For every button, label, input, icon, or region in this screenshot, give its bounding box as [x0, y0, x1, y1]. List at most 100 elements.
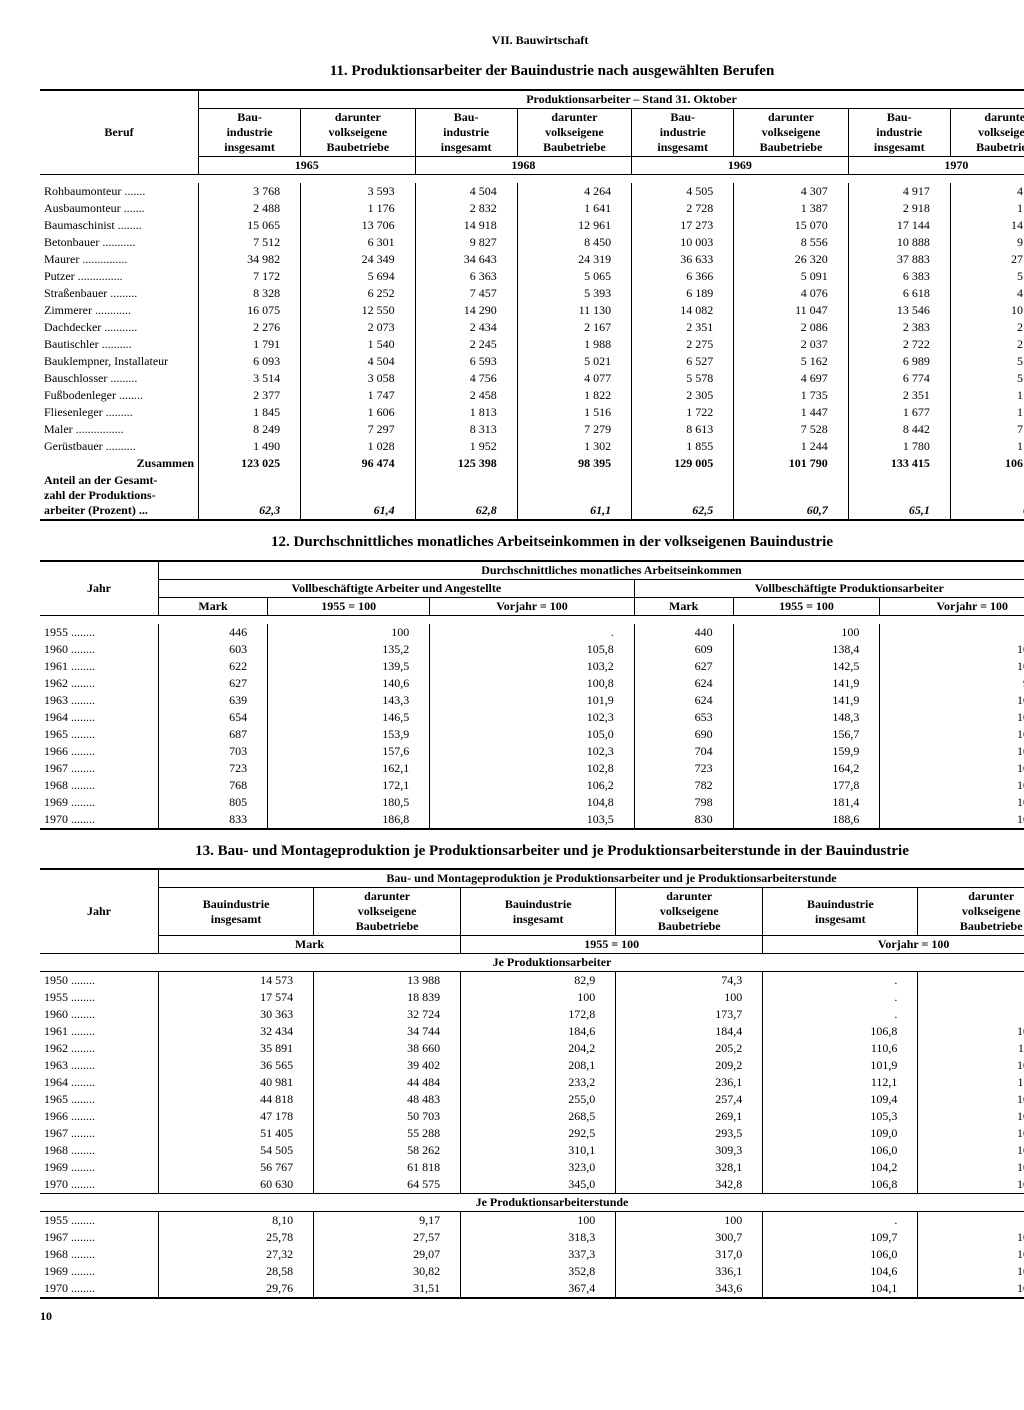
t13-sub-b: darunter volkseigene Baubetriebe [918, 888, 1024, 936]
cell: 153,9 [268, 726, 430, 743]
t12-col: Mark [159, 597, 268, 615]
cell: 653 [634, 709, 733, 726]
section-label: VII. Bauwirtschaft [492, 33, 589, 48]
cell: 7 172 [199, 268, 301, 285]
cell: 5 780 [950, 370, 1024, 387]
cell: 104,6 [763, 1263, 918, 1280]
cell: 102,0 [880, 743, 1024, 760]
cell: 1 822 [517, 387, 631, 404]
cell: 100,8 [430, 675, 634, 692]
cell: 8 450 [517, 234, 631, 251]
cell: 14 918 [415, 217, 517, 234]
cell: 62,8 [415, 472, 517, 520]
cell: 5 162 [734, 353, 848, 370]
super-header-11: Produktionsarbeiter – Stand 31. Oktober [199, 90, 1024, 109]
cell: 6 093 [199, 353, 301, 370]
t11-sub-a: Bau- industrie insgesamt [199, 108, 301, 156]
cell: 99,5 [880, 675, 1024, 692]
row-label: 1955 ........ [40, 624, 159, 641]
cell: 7 297 [301, 421, 415, 438]
row-label: 1965 ........ [40, 726, 159, 743]
cell: 37 883 [848, 251, 950, 268]
cell: 62,5 [632, 472, 734, 520]
table-row: 1966 ........47 17850 703268,5269,1105,3… [40, 1108, 1024, 1125]
cell: 269,1 [616, 1108, 763, 1125]
cell: 100 [268, 624, 430, 641]
cell: 1 722 [632, 404, 734, 421]
table-row: 1968 ........54 50558 262310,1309,3106,0… [40, 1142, 1024, 1159]
cell: 103,5 [430, 811, 634, 829]
cell: 180,5 [268, 794, 430, 811]
cell: 51 405 [159, 1125, 314, 1142]
table-row: 1970 ........60 63064 575345,0342,8106,8… [40, 1176, 1024, 1194]
cell: 177,8 [733, 777, 880, 794]
row-label: 1967 ........ [40, 760, 159, 777]
cell: 723 [634, 760, 733, 777]
row-label: Straßenbauer ......... [40, 285, 199, 302]
cell: 112,9 [918, 1074, 1024, 1091]
cell: 40 981 [159, 1074, 314, 1091]
cell: 138,4 [733, 641, 880, 658]
cell: 1 244 [734, 438, 848, 455]
col-year-13: Jahr [40, 869, 159, 954]
cell: 268,5 [461, 1108, 616, 1125]
cell: 687 [159, 726, 268, 743]
table-row: 1961 ........622139,5103,2627142,5103,0 [40, 658, 1024, 675]
row-label: 1961 ........ [40, 1023, 159, 1040]
cell: 343,6 [616, 1280, 763, 1298]
group-a-12: Vollbeschäftigte Arbeiter und Angestellt… [159, 579, 635, 597]
table-row: Bauschlosser .........3 5143 0584 7564 0… [40, 370, 1024, 387]
t11-year: 1968 [415, 156, 632, 174]
cell: 337,3 [461, 1246, 616, 1263]
cell: 106 105 [950, 455, 1024, 472]
cell: 627 [159, 675, 268, 692]
cell: 61,1 [517, 472, 631, 520]
table-row: 1965 ........44 81848 483255,0257,4109,4… [40, 1091, 1024, 1108]
t12-col: Vorjahr = 100 [880, 597, 1024, 615]
cell: 367,4 [461, 1280, 616, 1298]
cell: 1 302 [517, 438, 631, 455]
table-row: Fußbodenleger ........2 3771 7472 4581 8… [40, 387, 1024, 404]
row-label: Baumaschinist ........ [40, 217, 199, 234]
table-row: 1967 ........25,7827,57318,3300,7109,710… [40, 1229, 1024, 1246]
table-row: 1966 ........703157,6102,3704159,9102,0 [40, 743, 1024, 760]
cell: 208,1 [461, 1057, 616, 1074]
row-label: 1969 ........ [40, 1159, 159, 1176]
row-label: 1955 ........ [40, 1212, 159, 1230]
cell: 833 [159, 811, 268, 829]
table-row: Maurer ...............34 98224 34934 643… [40, 251, 1024, 268]
cell: 603 [159, 641, 268, 658]
cell: 5 108 [950, 268, 1024, 285]
t13-sub-a: Bauindustrie insgesamt [159, 888, 314, 936]
cell: 10 643 [950, 302, 1024, 319]
cell: 292,5 [461, 1125, 616, 1142]
cell: 123 025 [199, 455, 301, 472]
cell: 101,9 [763, 1057, 918, 1074]
cell: 105,8 [430, 641, 634, 658]
cell: 61,4 [301, 472, 415, 520]
cell: 64 575 [314, 1176, 461, 1194]
cell: 1 447 [734, 404, 848, 421]
cell: 8 313 [415, 421, 517, 438]
cell: 54 505 [159, 1142, 314, 1159]
table-row: 1960 ........30 36332 724172,8173,7.. [40, 1006, 1024, 1023]
cell: 96 474 [301, 455, 415, 472]
cell: 336,1 [616, 1263, 763, 1280]
cell: 3 514 [199, 370, 301, 387]
cell: 26 320 [734, 251, 848, 268]
cell: 148,3 [733, 709, 880, 726]
t11-sub-a: Bau- industrie insgesamt [848, 108, 950, 156]
cell: 101 790 [734, 455, 848, 472]
row-label: 1968 ........ [40, 777, 159, 794]
table-row: 1960 ........603135,2105,8609138,4106,7 [40, 641, 1024, 658]
cell: 723 [159, 760, 268, 777]
cell: 2 037 [734, 336, 848, 353]
t11-sub-a: Bau- industrie insgesamt [415, 108, 517, 156]
table-row: Baumaschinist ........15 06513 70614 918… [40, 217, 1024, 234]
cell: 74,3 [616, 972, 763, 990]
table-row: Maler ................8 2497 2978 3137 2… [40, 421, 1024, 438]
row-label: Betonbauer ........... [40, 234, 199, 251]
cell: 32 724 [314, 1006, 461, 1023]
cell: 98 395 [517, 455, 631, 472]
cell: 44 818 [159, 1091, 314, 1108]
